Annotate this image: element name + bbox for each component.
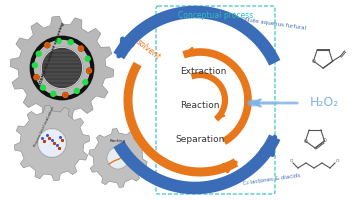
Text: H₂O₂: H₂O₂ [310,97,339,110]
Circle shape [74,88,79,93]
Text: solvent: solvent [134,38,162,62]
Polygon shape [89,129,147,187]
Polygon shape [14,105,90,181]
Text: C₄ lactones & diacids: C₄ lactones & diacids [243,172,301,186]
Circle shape [107,148,128,168]
Circle shape [37,129,66,157]
Circle shape [40,85,46,90]
Circle shape [42,48,82,88]
Circle shape [63,93,68,98]
Circle shape [85,56,90,61]
Circle shape [45,43,50,48]
Text: Conceptual process: Conceptual process [178,10,253,20]
Circle shape [34,75,39,80]
Text: O: O [312,59,315,64]
Circle shape [34,75,39,80]
Text: O: O [304,139,307,144]
Text: O: O [323,138,327,142]
Circle shape [45,43,50,48]
Text: COSMO-RS solvent screening: COSMO-RS solvent screening [38,22,65,87]
Circle shape [83,80,88,85]
Circle shape [87,68,92,73]
Circle shape [56,38,61,43]
Circle shape [63,93,68,98]
Text: O: O [335,159,339,163]
Text: Ranking: Ranking [110,139,126,143]
Circle shape [32,63,37,68]
Circle shape [87,68,92,73]
Circle shape [36,51,41,56]
Circle shape [107,147,129,169]
Circle shape [79,46,84,51]
Text: Reaction: Reaction [180,100,220,110]
Circle shape [38,129,66,157]
Circle shape [41,47,83,89]
Circle shape [51,91,56,96]
Circle shape [79,46,84,51]
Text: Extraction: Extraction [180,68,226,76]
Text: Process level evaluation: Process level evaluation [33,106,55,148]
Polygon shape [10,16,114,120]
Text: dilute aqueous furfural: dilute aqueous furfural [244,17,306,31]
Circle shape [68,40,73,45]
Text: O: O [289,159,293,163]
Text: Separation: Separation [175,136,225,144]
